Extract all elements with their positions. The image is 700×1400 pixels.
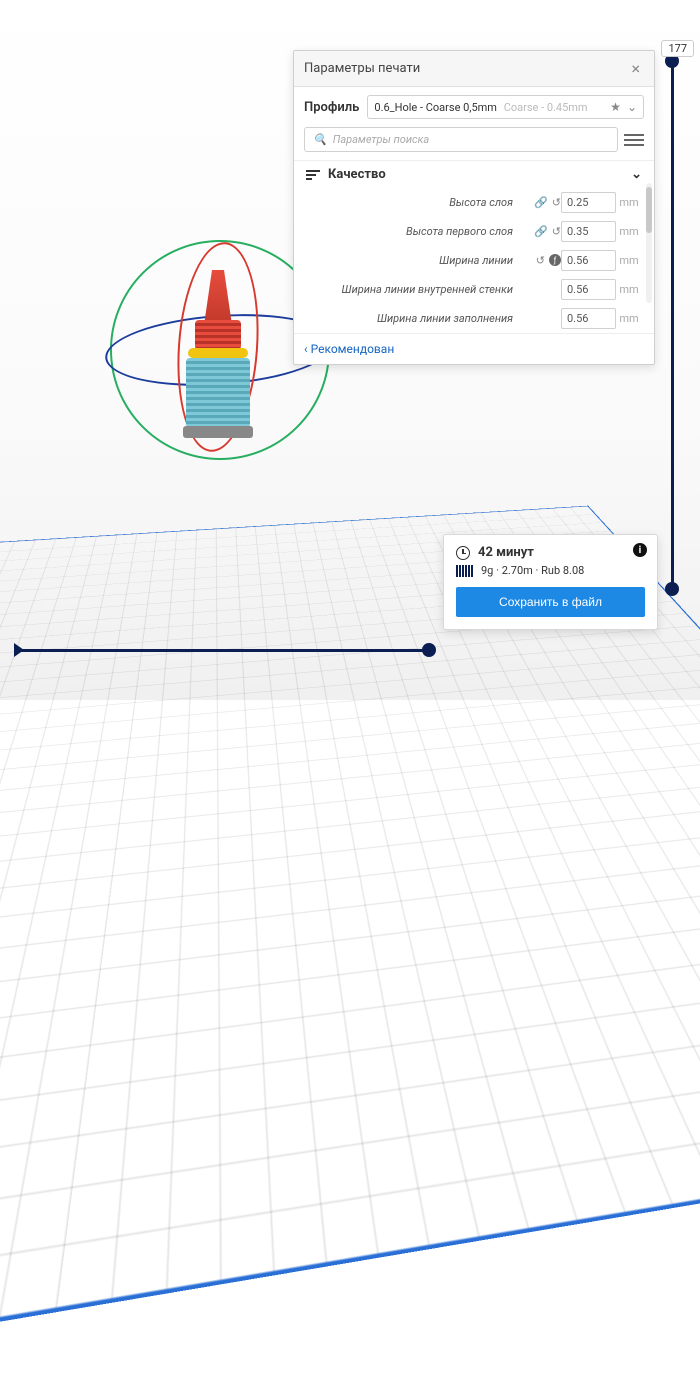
recommended-link[interactable]: Рекомендован <box>304 342 394 356</box>
profile-row: Профиль 0.6_Hole - Coarse 0,5mm Coarse -… <box>294 87 654 127</box>
save-card: i 42 минут 9g · 2.70m · Rub 8.08 Сохрани… <box>443 534 658 630</box>
setting-icons: ↺ƒ <box>521 254 561 267</box>
scrollbar-thumb[interactable] <box>646 187 652 233</box>
slider-track <box>671 60 674 590</box>
profile-select[interactable]: 0.6_Hole - Coarse 0,5mm Coarse - 0.45mm … <box>367 95 644 119</box>
setting-unit: mm <box>616 225 642 238</box>
setting-label: Высота слоя <box>306 196 521 209</box>
search-icon: 🔍 <box>313 133 327 146</box>
setting-unit: mm <box>616 283 642 296</box>
setting-row: Высота слоя🔗↺0.25mm <box>294 188 654 217</box>
slider-handle[interactable] <box>422 643 436 657</box>
setting-row: Ширина линии внутренней стенки 0.56mm <box>294 275 654 304</box>
quality-icon <box>306 170 320 180</box>
clock-icon <box>456 546 470 560</box>
profile-label: Профиль <box>304 100 359 115</box>
save-to-file-button[interactable]: Сохранить в файл <box>456 587 645 617</box>
model-with-gimbal[interactable] <box>160 260 280 490</box>
close-icon[interactable]: × <box>627 59 644 78</box>
panel-footer: Рекомендован <box>294 333 654 364</box>
setting-row: Ширина линии↺ƒ0.56mm <box>294 246 654 275</box>
setting-value-input[interactable]: 0.56 <box>561 250 616 271</box>
setting-label: Ширина линии внутренней стенки <box>306 283 521 296</box>
setting-label: Ширина линии заполнения <box>306 312 521 325</box>
setting-value-input[interactable]: 0.35 <box>561 221 616 242</box>
material-icon <box>456 565 473 577</box>
chevron-down-icon[interactable]: ⌄ <box>627 100 637 114</box>
setting-unit: mm <box>616 312 642 325</box>
panel-title: Параметры печати <box>304 61 420 76</box>
scrollbar[interactable] <box>646 183 652 303</box>
link-icon[interactable]: 🔗 <box>534 196 548 209</box>
star-icon[interactable]: ★ <box>610 100 621 114</box>
search-input[interactable]: 🔍 Параметры поиска <box>304 127 618 152</box>
layer-slider[interactable] <box>662 60 682 590</box>
slider-handle-bottom[interactable] <box>665 582 679 596</box>
setting-label: Ширина линии <box>306 254 521 267</box>
settings-list: Высота слоя🔗↺0.25mmВысота первого слоя🔗↺… <box>294 188 654 333</box>
material-row: 9g · 2.70m · Rub 8.08 <box>456 564 645 577</box>
model-part <box>195 320 241 350</box>
print-time-row: 42 минут <box>456 545 645 560</box>
section-title: Качество <box>328 167 386 182</box>
setting-icons: 🔗↺ <box>521 196 561 209</box>
print-time: 42 минут <box>478 545 534 560</box>
layer-count-badge: 177 <box>661 40 694 57</box>
reset-icon[interactable]: ↺ <box>552 196 561 209</box>
setting-row: Высота первого слоя🔗↺0.35mm <box>294 217 654 246</box>
section-header-quality[interactable]: Качество ⌄ <box>294 160 654 188</box>
reset-icon[interactable]: ↺ <box>552 225 561 238</box>
timeline-slider[interactable] <box>20 640 430 660</box>
fx-icon[interactable]: ƒ <box>549 254 561 266</box>
setting-row: Ширина линии заполнения 0.56mm <box>294 304 654 333</box>
slider-track <box>20 649 430 652</box>
print-settings-panel: Параметры печати × Профиль 0.6_Hole - Co… <box>293 50 655 365</box>
material-text: 9g · 2.70m · Rub 8.08 <box>481 564 584 577</box>
setting-value-input[interactable]: 0.56 <box>561 279 616 300</box>
link-icon[interactable]: 🔗 <box>534 225 548 238</box>
setting-unit: mm <box>616 254 642 267</box>
model-part <box>188 348 248 358</box>
model-part <box>183 426 253 438</box>
panel-header: Параметры печати × <box>294 51 654 87</box>
setting-value-input[interactable]: 0.56 <box>561 308 616 329</box>
setting-label: Высота первого слоя <box>306 225 521 238</box>
search-row: 🔍 Параметры поиска <box>294 127 654 160</box>
setting-icons: 🔗↺ <box>521 225 561 238</box>
reset-icon[interactable]: ↺ <box>536 254 545 267</box>
menu-icon[interactable] <box>624 130 644 150</box>
chevron-down-icon[interactable]: ⌄ <box>631 167 642 182</box>
profile-value: 0.6_Hole - Coarse 0,5mm <box>374 101 497 114</box>
setting-unit: mm <box>616 196 642 209</box>
setting-value-input[interactable]: 0.25 <box>561 192 616 213</box>
model-part <box>186 358 250 428</box>
profile-secondary: Coarse - 0.45mm <box>504 101 588 114</box>
info-icon[interactable]: i <box>633 543 647 557</box>
play-icon[interactable] <box>14 643 24 657</box>
search-placeholder: Параметры поиска <box>333 133 429 146</box>
